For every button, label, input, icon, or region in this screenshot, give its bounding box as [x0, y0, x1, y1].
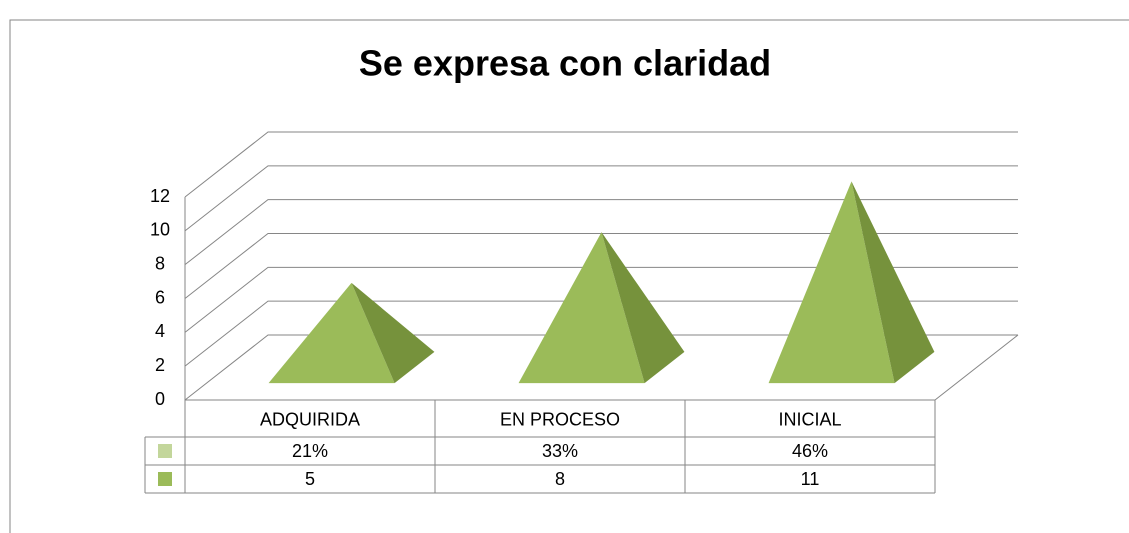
x-tick-label: EN PROCESO [500, 409, 620, 429]
y-tick-label: 12 [150, 186, 170, 206]
grid-line [184, 300, 1018, 367]
chart-frame [9, 19, 1129, 533]
table-cell: 21% [292, 441, 328, 461]
table-cell: 46% [792, 441, 828, 461]
grid-line [184, 165, 1018, 232]
floor-edge [934, 334, 1019, 401]
y-tick-label: 2 [155, 355, 165, 375]
pyramid [518, 232, 685, 384]
pyramid-side [351, 282, 435, 384]
grid-line [184, 131, 1018, 198]
chart-title: Se expresa con claridad [359, 43, 771, 84]
y-tick-label: 6 [155, 287, 165, 307]
grid-line [184, 266, 1018, 333]
pyramid [768, 181, 935, 384]
pyramid [268, 282, 435, 384]
pyramid-side [601, 232, 685, 384]
pyramid-side [851, 181, 935, 384]
y-tick-label: 10 [150, 220, 170, 240]
table-cell: 5 [305, 469, 315, 489]
table-cell: 8 [555, 469, 565, 489]
pyramid-front [268, 282, 395, 384]
grid-line [184, 334, 1018, 401]
grid-line [184, 233, 1018, 299]
pyramid-front [768, 181, 895, 384]
pyramid-front [518, 232, 645, 384]
grid-line [184, 199, 1018, 266]
y-tick-label: 8 [155, 253, 165, 273]
legend-swatch [158, 472, 172, 486]
legend-swatch [158, 444, 172, 458]
y-tick-label: 4 [155, 321, 165, 341]
x-tick-label: ADQUIRIDA [260, 409, 360, 429]
table-cell: 11 [801, 469, 820, 489]
x-tick-label: INICIAL [778, 409, 841, 429]
y-tick-label: 0 [155, 389, 165, 409]
table-cell: 33% [542, 441, 578, 461]
